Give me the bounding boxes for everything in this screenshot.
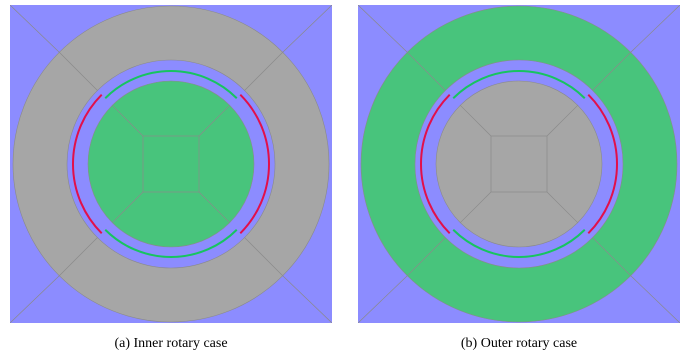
- interface-arc-top: [104, 70, 238, 99]
- interface-arc-right: [239, 93, 270, 235]
- disk-mesh-line: [460, 191, 492, 223]
- corner-mesh-line: [358, 275, 408, 323]
- ring-mesh-line: [59, 237, 98, 276]
- caption-inner-rotary: (a) Inner rotary case: [114, 336, 228, 351]
- corner-mesh-line: [10, 5, 60, 53]
- ring-mesh-line: [407, 52, 446, 91]
- ring-mesh-line: [407, 237, 446, 276]
- disk-mesh-line: [112, 105, 144, 137]
- center-square: [490, 135, 548, 193]
- disk-mesh-line: [546, 191, 578, 223]
- disk-mesh-line: [198, 191, 230, 223]
- center-square: [142, 135, 200, 193]
- disk-mesh-line: [546, 105, 578, 137]
- corner-mesh-line: [630, 275, 680, 323]
- disk-mesh-line: [198, 105, 230, 137]
- ring-mesh-line: [592, 52, 631, 91]
- panel-outer-rotary: [358, 5, 680, 323]
- interface-arc-top: [452, 70, 586, 99]
- corner-mesh-line: [10, 275, 60, 323]
- ring-mesh-line: [59, 52, 98, 91]
- outer-rotary-diagram: [358, 5, 680, 323]
- disk-mesh-line: [112, 191, 144, 223]
- caption-outer-rotary: (b) Outer rotary case: [460, 336, 578, 351]
- ring-mesh-line: [244, 52, 283, 91]
- inner-rotary-diagram: [10, 5, 332, 323]
- interface-arc-bottom: [452, 229, 586, 258]
- corner-mesh-line: [358, 5, 408, 53]
- interface-arc-left: [72, 93, 103, 235]
- ring-mesh-line: [244, 237, 283, 276]
- corner-mesh-line: [282, 275, 332, 323]
- interface-arc-bottom: [104, 229, 238, 258]
- ring-mesh-line: [592, 237, 631, 276]
- interface-arc-left: [420, 93, 451, 235]
- corner-mesh-line: [282, 5, 332, 53]
- corner-mesh-line: [630, 5, 680, 53]
- disk-mesh-line: [460, 105, 492, 137]
- panel-inner-rotary: [10, 5, 332, 323]
- interface-arc-right: [587, 93, 618, 235]
